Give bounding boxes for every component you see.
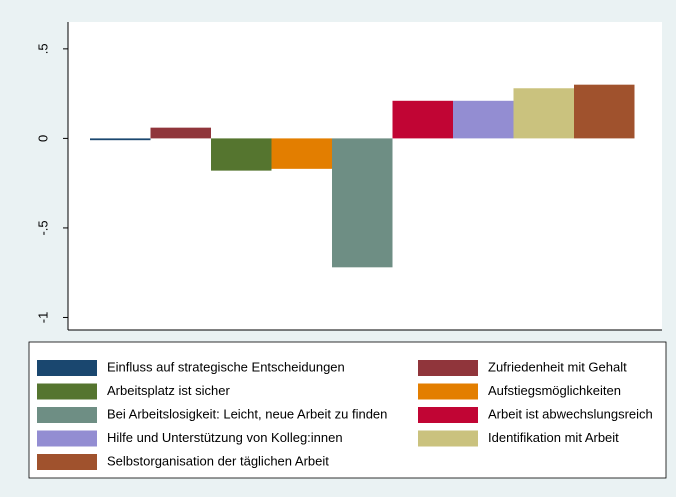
legend-label: Bei Arbeitslosigkeit: Leicht, neue Arbei… (107, 406, 387, 421)
legend-key (418, 430, 478, 447)
legend-key (418, 383, 478, 400)
legend-label: Zufriedenheit mit Gehalt (488, 359, 627, 374)
legend-label: Selbstorganisation der täglichen Arbeit (107, 453, 329, 468)
y-tick-label: -1 (35, 312, 50, 324)
legend-key (37, 430, 97, 447)
legend-key (37, 383, 97, 400)
y-tick-label: .5 (35, 43, 50, 54)
legend-label: Hilfe und Unterstützung von Kolleg:innen (107, 430, 343, 445)
legend-key (37, 360, 97, 376)
legend-key (418, 360, 478, 376)
legend-label: Arbeitsplatz ist sicher (107, 383, 230, 398)
legend-label: Identifikation mit Arbeit (488, 430, 619, 445)
legend-key (418, 407, 478, 423)
legend-label: Arbeit ist abwechslungsreich (488, 406, 653, 421)
bar (392, 100, 453, 139)
legend-key (37, 407, 97, 423)
bar (271, 138, 332, 169)
bar (332, 138, 393, 268)
y-tick-label: -.5 (35, 220, 50, 235)
bar (453, 100, 514, 139)
legend-label: Einfluss auf strategische Entscheidungen (107, 359, 345, 374)
bar (90, 138, 151, 141)
y-tick-label: 0 (35, 135, 50, 142)
legend (28, 341, 667, 479)
legend-key (37, 454, 97, 470)
legend-label: Aufstiegsmöglichkeiten (488, 383, 621, 398)
bar (513, 88, 574, 139)
bar (574, 84, 635, 139)
bar (150, 127, 211, 139)
bar (211, 138, 272, 171)
